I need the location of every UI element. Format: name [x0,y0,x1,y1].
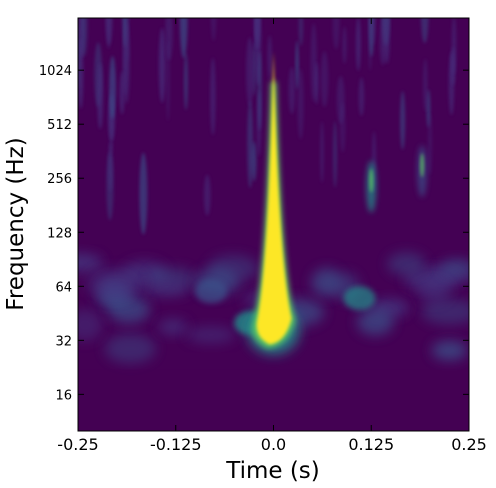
low-band-haze [107,295,150,324]
y-tick-label: 32 [55,334,72,349]
x-tick-label: -0.125 [150,435,202,454]
noise-streak [339,102,346,153]
glitch-right-core [369,168,374,193]
x-axis-label: Time (s) [225,458,320,484]
noise-streak [297,68,304,140]
low-band-haze [440,258,469,276]
noise-streak [400,91,406,150]
noise-streak [320,121,324,183]
low-band-haze [417,280,451,303]
noise-streak [123,22,130,104]
low-band-haze [357,308,394,336]
x-tick-label: 0.0 [261,435,286,454]
noise-streak [298,18,304,46]
noise-streak [105,18,113,45]
y-tick-label: 512 [47,118,72,133]
noise-streak [342,26,347,64]
noise-streak [427,113,433,176]
noise-streak [166,41,170,121]
noise-streak [255,18,261,50]
low-band-haze [78,309,103,341]
low-band-haze [85,267,146,300]
noise-streak [165,18,173,61]
y-tick-label: 128 [47,226,72,241]
low-band-dark [78,369,469,431]
low-band-haze [431,340,468,361]
noise-streak [420,18,429,44]
noise-streak [355,18,361,71]
noise-streak [210,18,217,42]
noise-streak [210,57,216,136]
noise-streak [423,58,428,112]
noise-streak [246,37,254,106]
low-blob-right [343,286,376,311]
noise-streak [267,35,272,80]
noise-streak [358,77,365,117]
x-tick-label: -0.25 [57,435,98,454]
noise-streak [369,18,377,45]
noise-streak [158,27,166,104]
low-band-haze [311,268,343,297]
y-tick-label: 1024 [39,64,72,79]
glitch-far-right-core [420,153,425,178]
noise-streak [247,100,254,189]
x-axis: -0.25 -0.125 0.0 0.125 0.25 [57,18,487,454]
low-band-haze [387,252,426,276]
y-axis-label: Frequency (Hz) [3,137,29,310]
noise-streak [81,18,88,57]
y-tick-label: 256 [47,172,72,187]
noise-streak [314,61,319,105]
y-axis: 16 32 64 128 256 512 1024 [39,64,469,403]
glitch-left-low [194,279,227,304]
noise-streak [379,18,387,66]
low-band-haze [104,333,156,364]
noise-streak [119,70,125,115]
noise-streak [184,52,188,111]
noise-streak [288,67,296,115]
noise-streak [139,152,148,235]
noise-streak [108,142,113,192]
noise-streak [332,18,340,50]
y-tick-label: 16 [55,388,72,403]
noise-streak [332,121,338,188]
chirp-core [256,51,292,345]
low-band-haze [421,298,469,325]
x-tick-label: 0.125 [348,435,394,454]
noise-streak [179,18,188,59]
low-band-haze [208,255,259,282]
chirp-layer [247,51,300,355]
noise-streak [111,67,115,111]
heatmap-layer [78,18,469,431]
noise-streak [257,51,262,131]
noise-streak [451,18,457,75]
y-tick-label: 64 [55,280,72,295]
x-tick-label: 0.25 [451,435,487,454]
low-band-haze [78,253,103,272]
low-band-haze [186,326,236,344]
low-band-haze [143,280,190,297]
noise-streak [203,174,211,216]
noise-streak [295,40,299,90]
noise-streak [97,62,104,130]
low-band-haze [158,318,188,336]
noise-streak [320,51,329,107]
